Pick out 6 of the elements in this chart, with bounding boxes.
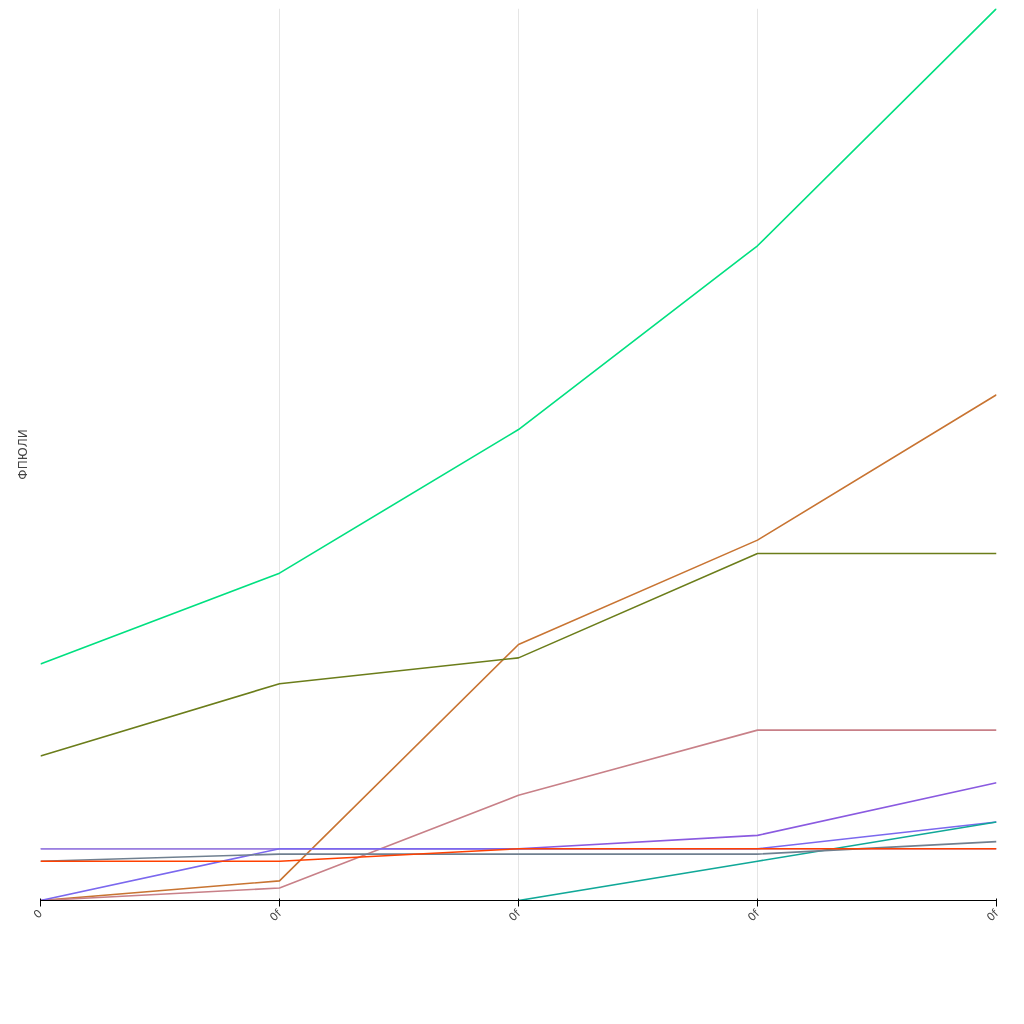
x-tick-label: 0 <box>30 906 46 922</box>
x-tick-label: 0f <box>984 906 1002 924</box>
x-tick-label: 0f <box>506 906 524 924</box>
x-tick-label: 0f <box>745 906 763 924</box>
x-tick-label: 0f <box>267 906 285 924</box>
y-axis-title: ФПЮЛИ <box>15 429 30 480</box>
